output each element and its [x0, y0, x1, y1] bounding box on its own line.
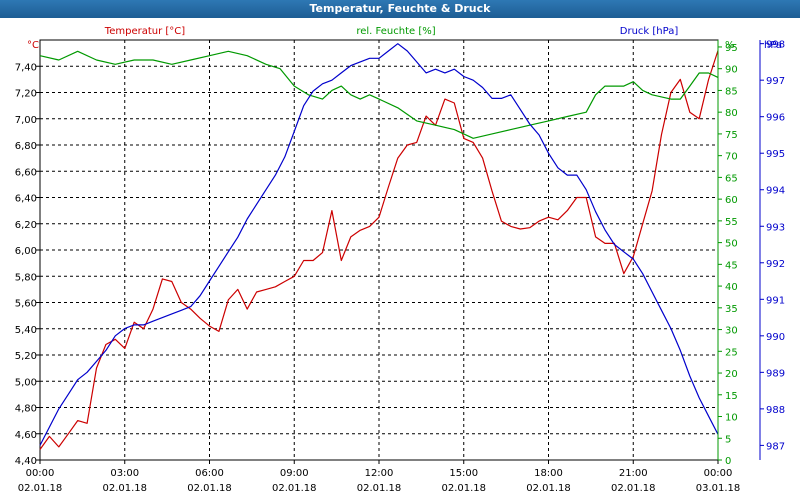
humidity-axis-label: rel. Feuchte [%]: [356, 26, 435, 37]
x-tick-time: 12:00: [365, 468, 394, 479]
x-tick-date: 02.01.18: [611, 483, 656, 494]
humidity-tick-label: 85: [725, 86, 738, 97]
temp-tick-label: 7,20: [15, 89, 37, 100]
temp-tick-label: 7,40: [15, 62, 37, 73]
temp-axis-label: Temperatur [°C]: [104, 26, 185, 37]
humidity-tick-label: 15: [725, 391, 738, 402]
temp-tick-label: 5,40: [15, 325, 37, 336]
x-tick-date: 02.01.18: [102, 483, 147, 494]
temp-tick-label: 6,40: [15, 194, 37, 205]
pressure-tick-label: 989: [766, 368, 785, 379]
temp-tick-label: 4,80: [15, 404, 37, 415]
x-tick-time: 06:00: [195, 468, 224, 479]
humidity-tick-label: 65: [725, 173, 738, 184]
humidity-tick-label: 75: [725, 130, 738, 141]
x-tick-time: 18:00: [534, 468, 563, 479]
pressure-tick-label: 991: [766, 295, 785, 306]
temp-tick-label: 5,60: [15, 299, 37, 310]
x-tick-date: 02.01.18: [357, 483, 402, 494]
pressure-tick-label: 998: [766, 40, 785, 51]
x-tick-date: 02.01.18: [441, 483, 486, 494]
temp-tick-label: 5,20: [15, 351, 37, 362]
humidity-tick-label: 20: [725, 369, 738, 380]
humidity-tick-label: 80: [725, 108, 738, 119]
pressure-tick-label: 990: [766, 332, 785, 343]
humidity-tick-label: 45: [725, 260, 738, 271]
x-tick-date: 02.01.18: [272, 483, 317, 494]
x-tick-time: 21:00: [619, 468, 648, 479]
humidity-tick-label: 30: [725, 326, 738, 337]
humidity-tick-label: 40: [725, 282, 738, 293]
x-tick-date: 02.01.18: [526, 483, 571, 494]
temp-unit-label: °C: [27, 40, 39, 51]
temp-tick-label: 5,00: [15, 377, 37, 388]
x-tick-time: 00:00: [26, 468, 55, 479]
series-group: [39, 43, 719, 450]
temp-tick-label: 5,80: [15, 272, 37, 283]
x-tick-time: 09:00: [280, 468, 309, 479]
humidity-tick-label: 0: [725, 456, 731, 467]
humidity-tick-label: 70: [725, 152, 738, 163]
pressure-tick-label: 992: [766, 259, 785, 270]
x-tick-date: 02.01.18: [187, 483, 232, 494]
humidity-tick-label: 90: [725, 65, 738, 76]
x-tick-date: 03.01.18: [696, 483, 741, 494]
series-line-pressure: [39, 43, 719, 446]
humidity-unit-label: %: [725, 40, 735, 51]
x-tick-time: 00:00: [704, 468, 733, 479]
pressure-tick-label: 987: [766, 441, 785, 452]
humidity-tick-label: 95: [725, 43, 738, 54]
pressure-tick-label: 997: [766, 76, 785, 87]
humidity-tick-label: 55: [725, 217, 738, 228]
temp-tick-label: 4,60: [15, 430, 37, 441]
temp-tick-label: 6,60: [15, 167, 37, 178]
temp-tick-label: 4,40: [15, 456, 37, 467]
grid: [39, 39, 719, 461]
temp-tick-label: 6,20: [15, 220, 37, 231]
temp-tick-label: 6,80: [15, 141, 37, 152]
series-line-temperature: [39, 50, 719, 450]
pressure-unit-label: hPa: [764, 40, 782, 51]
humidity-tick-label: 10: [725, 413, 738, 424]
pressure-tick-label: 994: [766, 186, 785, 197]
x-tick-time: 15:00: [449, 468, 478, 479]
pressure-tick-label: 996: [766, 113, 785, 124]
series-line-humidity: [39, 50, 719, 139]
temp-tick-label: 6,00: [15, 246, 37, 257]
humidity-tick-label: 50: [725, 239, 738, 250]
humidity-tick-label: 5: [725, 434, 731, 445]
humidity-tick-label: 25: [725, 347, 738, 358]
pressure-tick-label: 995: [766, 149, 785, 160]
pressure-axis-label: Druck [hPa]: [620, 26, 679, 37]
humidity-tick-label: 60: [725, 195, 738, 206]
x-tick-date: 02.01.18: [18, 483, 63, 494]
pressure-tick-label: 993: [766, 222, 785, 233]
axes: 00:00 02.01.18 03:00 02.01.18 06:00 02.01.18 0…: [15, 26, 785, 494]
temp-tick-label: 7,00: [15, 115, 37, 126]
window-title: Temperatur, Feuchte & Druck: [0, 0, 800, 18]
pressure-tick-label: 988: [766, 405, 785, 416]
x-tick-time: 03:00: [110, 468, 139, 479]
humidity-tick-label: 35: [725, 304, 738, 315]
